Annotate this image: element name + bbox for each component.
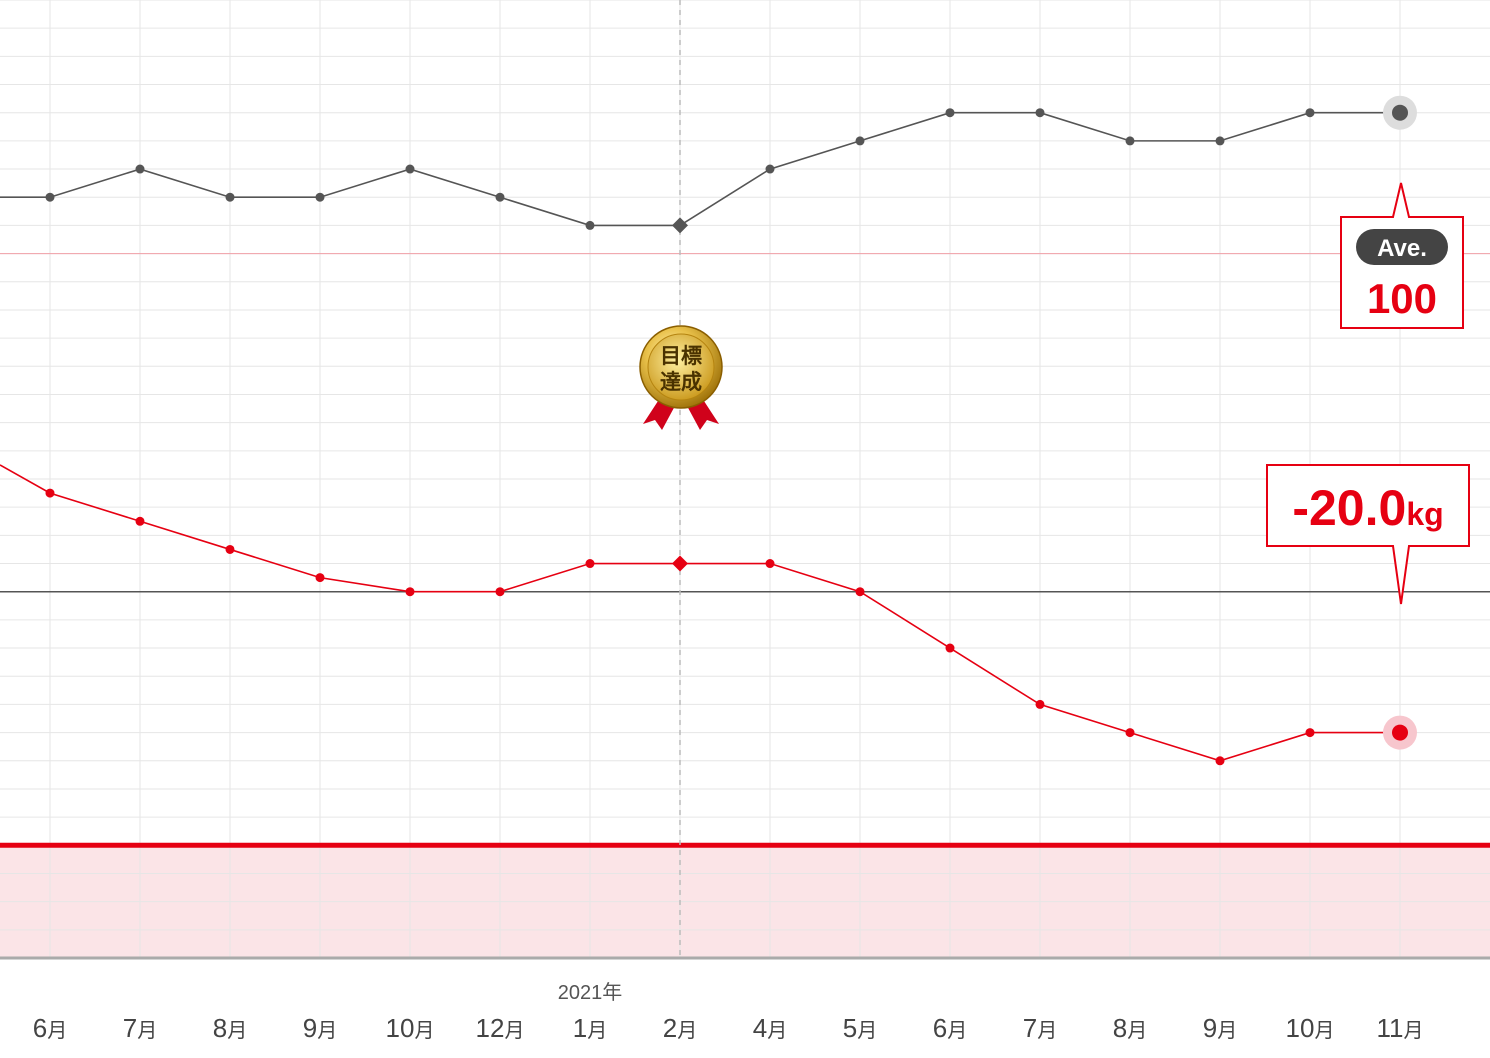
series-0-last-point xyxy=(1392,104,1408,121)
series-1-point xyxy=(585,559,595,569)
series-1-point xyxy=(225,544,235,554)
series-0-point xyxy=(585,220,595,230)
x-tick-label: 5月 xyxy=(843,1013,877,1043)
x-tick-label: 8月 xyxy=(213,1013,247,1043)
series-1-point xyxy=(135,516,145,526)
medal-text-line2: 達成 xyxy=(660,370,702,394)
x-tick-label: 10月 xyxy=(386,1013,435,1043)
series-1-point-diamond xyxy=(672,555,688,572)
difference-number: -20.0 xyxy=(1292,480,1406,536)
average-value: 100 xyxy=(1367,275,1437,322)
series-1-point xyxy=(45,488,55,498)
x-tick-label: 12月 xyxy=(476,1013,525,1043)
series-0-point xyxy=(1125,136,1135,146)
average-badge xyxy=(1356,229,1448,265)
x-tick-label: 8月 xyxy=(1113,1013,1147,1043)
difference-callout: -20.0kg xyxy=(1266,464,1470,605)
series-0-point xyxy=(945,108,955,118)
series-0-point xyxy=(45,192,55,202)
series-1-point xyxy=(495,587,505,597)
series-1-point xyxy=(315,573,325,583)
year-label: 2021年 xyxy=(558,981,623,1004)
series-0-point xyxy=(315,192,325,202)
x-tick-label: 9月 xyxy=(303,1013,337,1043)
difference-value: -20.0kg xyxy=(1292,480,1443,536)
series-0-point-diamond xyxy=(672,217,688,234)
x-tick-label: 4月 xyxy=(753,1013,787,1043)
series-line-1 xyxy=(0,464,1400,762)
goal-achieved-medal-icon: 目標 達成 xyxy=(639,325,723,430)
x-tick-label: 7月 xyxy=(123,1013,157,1043)
x-tick-label: 7月 xyxy=(1023,1013,1057,1043)
average-callout: Ave. 100 xyxy=(1340,182,1464,329)
x-tick-label: 6月 xyxy=(933,1013,967,1043)
series-0-point xyxy=(225,192,235,202)
series-0-point xyxy=(135,164,145,174)
x-tick-label: 1月 xyxy=(573,1013,607,1043)
x-tick-label: 6月 xyxy=(33,1013,67,1043)
series-1-point xyxy=(855,587,865,597)
series-1-point xyxy=(1305,728,1315,738)
medal-text-line1: 目標 xyxy=(660,344,702,368)
series-1-point xyxy=(1125,728,1135,738)
series-1-point xyxy=(405,587,415,597)
series-1-point xyxy=(1035,699,1045,709)
series-1-point xyxy=(765,559,775,569)
x-tick-label: 10月 xyxy=(1286,1013,1335,1043)
series-0-point xyxy=(495,192,505,202)
x-tick-label: 11月 xyxy=(1377,1013,1424,1043)
series-0-point xyxy=(405,164,415,174)
series-0-point xyxy=(1305,108,1315,118)
series-1-point xyxy=(1215,756,1225,766)
series-1-last-point xyxy=(1392,724,1408,741)
average-badge-label: Ave. xyxy=(1377,235,1427,262)
x-tick-label: 9月 xyxy=(1203,1013,1237,1043)
x-tick-label: 2月 xyxy=(663,1013,697,1043)
series-0-point xyxy=(855,136,865,146)
difference-unit: kg xyxy=(1406,496,1443,532)
series-0-point xyxy=(1215,136,1225,146)
series-0-point xyxy=(1035,108,1045,118)
series-0-point xyxy=(765,164,775,174)
series-1-point xyxy=(945,643,955,653)
